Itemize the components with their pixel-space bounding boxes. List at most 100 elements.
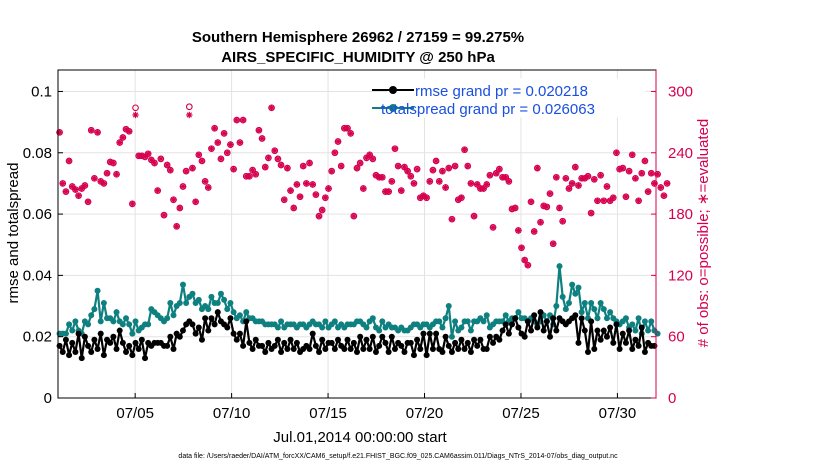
obs-evaluated-point (587, 209, 595, 217)
rmse-point (211, 321, 218, 328)
obs-evaluated-point (496, 165, 503, 173)
obs-evaluated-point (94, 129, 101, 136)
obs-possible-point (185, 103, 193, 111)
y-right-tick-label: 300 (668, 83, 693, 100)
totalspread-point (565, 299, 572, 306)
obs-evaluated-point (407, 173, 414, 180)
totalspread-point (164, 315, 171, 322)
totalspread-point (569, 281, 576, 288)
rmse-point (458, 336, 465, 343)
obs-evaluated-point (594, 197, 601, 204)
obs-evaluated-point (553, 174, 560, 181)
totalspread-point (132, 318, 139, 325)
totalspread-point (578, 309, 585, 316)
obs-evaluated-point (610, 194, 617, 201)
rmse-point (198, 336, 205, 343)
obs-evaluated-point (91, 175, 98, 182)
rmse-point (69, 339, 76, 346)
totalspread-point (224, 306, 231, 313)
rmse-point (550, 315, 557, 322)
rmse-point (56, 342, 63, 349)
obs-evaluated-point (186, 111, 193, 119)
rmse-point (372, 349, 379, 356)
rmse-point (249, 345, 256, 352)
obs-evaluated-point (113, 171, 120, 178)
obs-evaluated-point (613, 149, 620, 156)
rmse-point (433, 330, 440, 337)
rmse-point (100, 352, 107, 359)
rmse-point (360, 345, 367, 352)
obs-evaluated-point (461, 146, 468, 153)
rmse-point (455, 345, 462, 352)
rmse-point (214, 309, 221, 316)
obs-evaluated-point (644, 188, 652, 195)
obs-evaluated-point (619, 164, 626, 172)
obs-evaluated-point (391, 145, 399, 152)
totalspread-point (556, 263, 563, 270)
x-axis-label: Jul.01,2014 00:00:00 start (273, 429, 447, 446)
totalspread-point (278, 318, 285, 325)
obs-evaluated-point (502, 174, 509, 181)
rmse-point (401, 349, 408, 356)
rmse-point (192, 330, 199, 337)
obs-evaluated-point (176, 204, 184, 212)
obs-evaluated-point (163, 161, 171, 169)
totalspread-point (69, 327, 76, 334)
rmse-point (164, 342, 171, 349)
obs-evaluated-point (436, 178, 443, 185)
obs-evaluated-point (591, 176, 598, 183)
rmse-point (486, 333, 493, 340)
obs-evaluated-point (331, 149, 339, 156)
legend-rmse-label: rmse grand pr = 0.020218 (415, 83, 588, 100)
obs-evaluated-point (262, 163, 269, 171)
totalspread-point (363, 324, 370, 331)
obs-evaluated-point (521, 256, 528, 264)
totalspread-point (183, 299, 190, 306)
obs-evaluated-point (337, 162, 345, 170)
totalspread-point (600, 306, 607, 313)
totalspread-point (322, 318, 329, 325)
rmse-point (379, 333, 386, 340)
obs-evaluated-point (208, 145, 215, 152)
rmse-point (284, 345, 291, 352)
rmse-point (461, 345, 468, 352)
obs-evaluated-point (281, 196, 288, 203)
obs-evaluated-point (192, 198, 199, 206)
obs-evaluated-point (527, 198, 535, 206)
obs-evaluated-point (401, 163, 408, 171)
rmse-point (426, 330, 433, 337)
totalspread-point (588, 299, 595, 306)
totalspread-point (452, 318, 459, 325)
rmse-point (75, 330, 82, 337)
obs-evaluated-point (252, 171, 259, 178)
rmse-point (622, 339, 629, 346)
totalspread-point (97, 318, 104, 325)
obs-evaluated-point (575, 182, 582, 189)
rmse-point (331, 345, 338, 352)
rmse-point (490, 339, 497, 346)
rmse-point (509, 321, 516, 328)
rmse-point (613, 321, 620, 328)
x-tick-label: 07/20 (406, 405, 444, 422)
obs-evaluated-point (268, 104, 275, 112)
obs-evaluated-point (290, 204, 297, 212)
x-tick-label: 07/10 (213, 405, 251, 422)
rmse-point (278, 349, 285, 356)
obs-evaluated-point (233, 116, 240, 124)
rmse-point (496, 336, 503, 343)
rmse-point (398, 342, 405, 349)
obs-evaluated-point (385, 188, 392, 195)
obs-evaluated-point (148, 156, 155, 164)
totalspread-point (603, 315, 610, 322)
totalspread-point (227, 299, 234, 306)
obs-evaluated-point (663, 180, 671, 187)
totalspread-point (72, 318, 79, 325)
obs-possible-point (132, 104, 139, 112)
rmse-point (600, 327, 607, 334)
totalspread-point (645, 327, 652, 334)
obs-evaluated-point (451, 162, 459, 170)
y-left-tick-label: 0.04 (23, 267, 52, 284)
obs-evaluated-point (217, 155, 225, 163)
rmse-point (202, 315, 209, 322)
obs-evaluated-point (622, 193, 630, 200)
